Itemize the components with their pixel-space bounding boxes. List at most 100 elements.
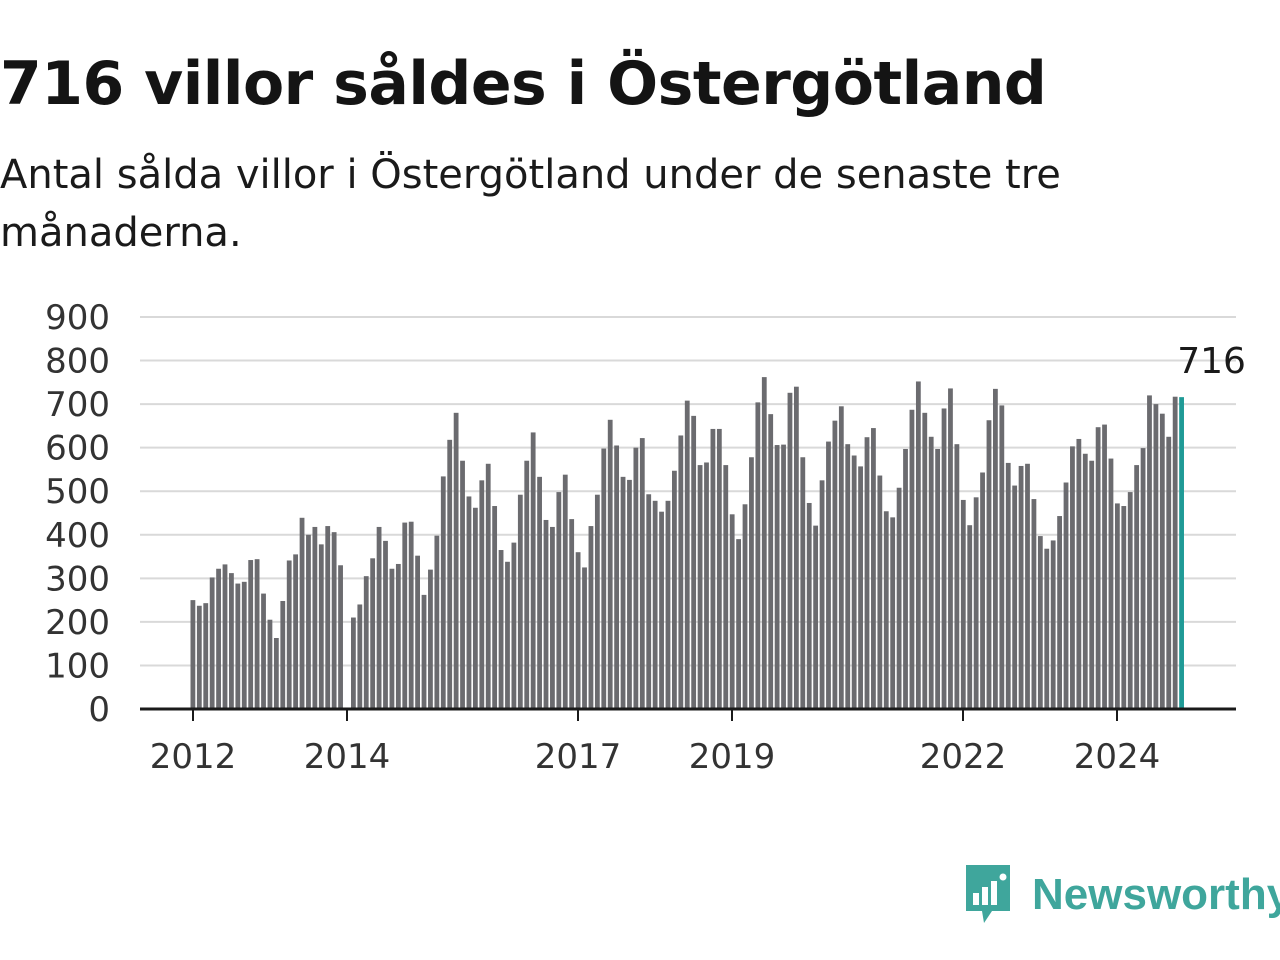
bar (781, 444, 786, 709)
bar (537, 476, 542, 709)
bar (716, 428, 722, 709)
bar (787, 392, 793, 709)
bar (530, 432, 536, 709)
y-tick-label: 500 (45, 472, 110, 512)
bar (1095, 427, 1101, 709)
bar (903, 448, 908, 709)
bar (922, 412, 928, 709)
bar (627, 479, 632, 709)
bar (1172, 396, 1178, 709)
bar (941, 408, 947, 709)
bar (440, 476, 446, 709)
bar (582, 567, 587, 709)
bar (569, 519, 575, 709)
bar (273, 638, 279, 709)
bar (845, 444, 851, 709)
bar (742, 504, 748, 709)
bar (896, 487, 902, 709)
bar (761, 377, 767, 709)
bar (813, 525, 819, 709)
bar (980, 472, 985, 709)
bar (890, 517, 896, 709)
y-tick-label: 100 (45, 646, 110, 686)
bar (883, 511, 889, 709)
bar (1166, 436, 1172, 709)
bar (505, 561, 510, 709)
bar (209, 577, 215, 709)
bar (338, 565, 343, 709)
newsworthy-logo-icon (966, 865, 1010, 923)
bar (351, 617, 356, 709)
bar (408, 521, 414, 709)
bar (222, 564, 228, 709)
bar (793, 386, 799, 709)
bar (466, 496, 472, 709)
page-subtitle: Antal sålda villor i Östergötland under … (0, 152, 1061, 256)
bar (652, 500, 658, 709)
bar (216, 568, 221, 709)
bar (498, 550, 504, 709)
bar (1076, 438, 1082, 709)
bar (774, 445, 780, 709)
y-tick-label: 400 (45, 516, 110, 556)
bar (678, 435, 684, 709)
bar (864, 437, 870, 709)
bar (434, 535, 440, 709)
bar (331, 532, 337, 709)
bar (948, 388, 953, 709)
bar (280, 600, 286, 709)
bar (614, 445, 620, 709)
bar (1012, 485, 1018, 709)
bar (421, 594, 427, 709)
bar (383, 540, 388, 709)
bar (1044, 548, 1050, 709)
bar (697, 465, 703, 709)
bar (620, 476, 626, 709)
bar (1114, 503, 1120, 709)
bar (389, 568, 395, 709)
bar (460, 460, 465, 709)
bar (357, 604, 363, 709)
bar (190, 600, 196, 709)
bar (704, 462, 709, 709)
y-tick-label: 300 (45, 559, 110, 599)
bar (1153, 404, 1159, 709)
bar (588, 526, 594, 709)
bar (954, 444, 960, 709)
bar (395, 563, 401, 709)
bar (318, 544, 324, 709)
bar (928, 436, 934, 709)
bar (1089, 460, 1095, 709)
bar (286, 560, 292, 709)
bar (562, 474, 568, 709)
bar (594, 494, 600, 709)
bar (1063, 482, 1069, 709)
bar (517, 494, 523, 709)
bar (306, 534, 311, 709)
bar (1025, 463, 1030, 709)
x-tick-label: 2012 (150, 737, 237, 777)
y-tick-label: 700 (45, 385, 110, 425)
bar (973, 497, 979, 709)
bar-highlight (1179, 397, 1184, 709)
bar (241, 581, 247, 709)
bar (511, 542, 517, 709)
bar (967, 525, 973, 709)
bar (235, 583, 241, 709)
bar (851, 455, 857, 709)
brand-logo: Newsworthy (962, 860, 1280, 930)
bar (203, 603, 209, 709)
bar (479, 480, 485, 709)
bar (755, 402, 761, 709)
bar (672, 470, 677, 709)
bar (254, 559, 260, 709)
bar (858, 466, 863, 709)
bar (550, 526, 555, 709)
bar (1070, 446, 1075, 709)
bar (1037, 536, 1043, 709)
brand-name: Newsworthy (1032, 870, 1280, 919)
bar (1050, 540, 1056, 709)
bar (871, 428, 876, 709)
